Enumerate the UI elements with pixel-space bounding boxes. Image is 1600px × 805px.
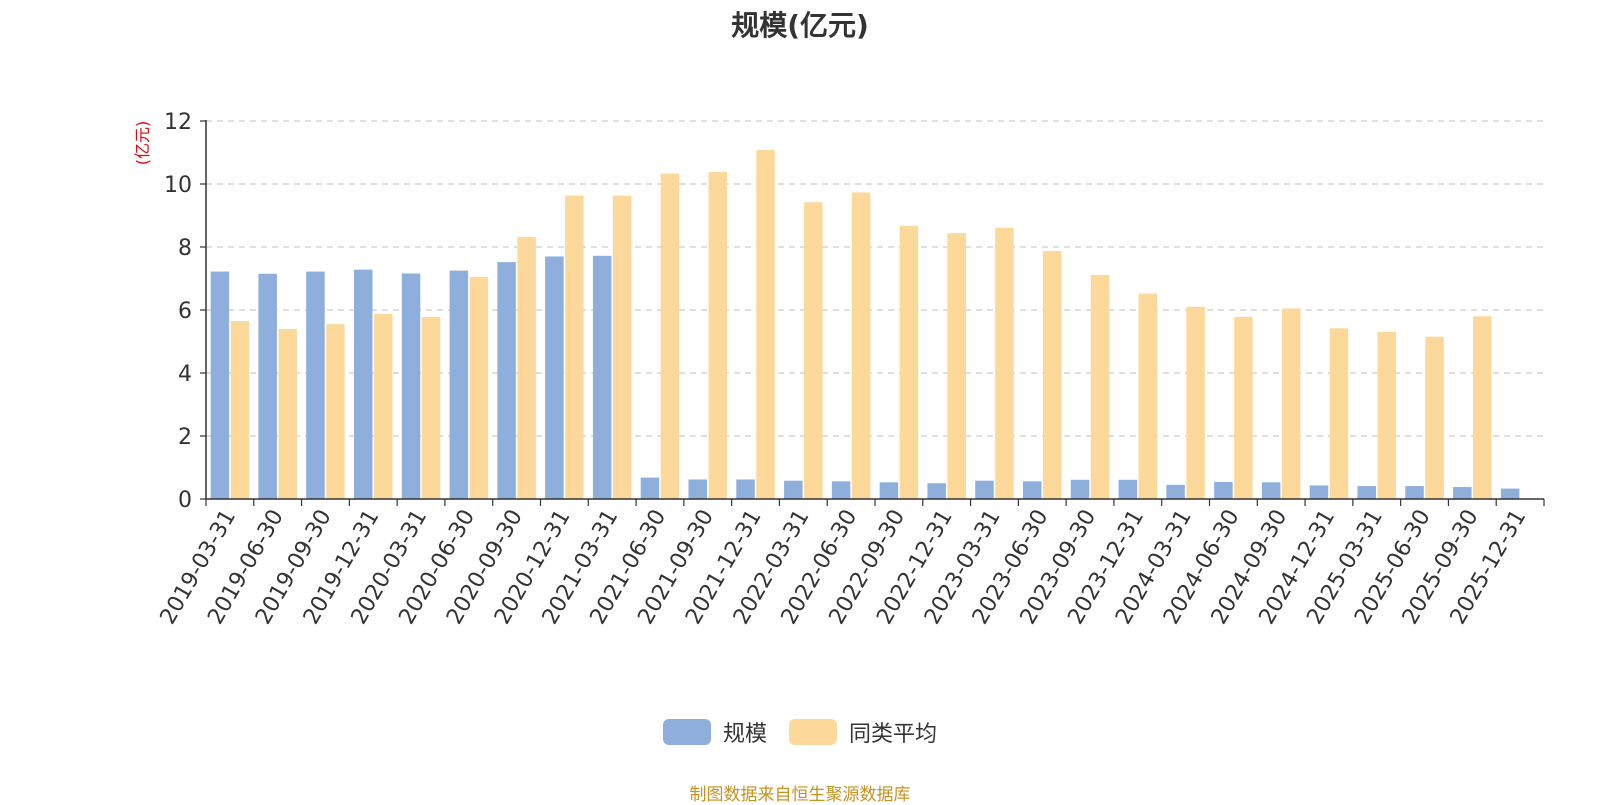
bar-peer-average[interactable] xyxy=(899,225,919,499)
legend-label-scale: 规模 xyxy=(722,722,767,747)
bar-peer-average[interactable] xyxy=(660,173,680,500)
bar-scale[interactable] xyxy=(449,270,469,499)
bar-scale[interactable] xyxy=(975,480,994,499)
bar-peer-average[interactable] xyxy=(1377,332,1397,499)
y-tick-label: 8 xyxy=(178,236,192,261)
bar-scale[interactable] xyxy=(401,273,421,499)
bar-peer-average[interactable] xyxy=(1090,275,1110,499)
legend-item-scale[interactable]: 规模 xyxy=(662,716,767,748)
y-tick-label: 0 xyxy=(178,488,192,513)
bar-scale[interactable] xyxy=(927,483,946,499)
bar-scale[interactable] xyxy=(1453,487,1472,499)
bar-scale[interactable] xyxy=(497,262,516,499)
bar-peer-average[interactable] xyxy=(1138,293,1158,499)
y-tick-label: 6 xyxy=(178,299,192,324)
bar-scale[interactable] xyxy=(1405,486,1424,499)
bar-peer-average[interactable] xyxy=(421,316,441,499)
bar-peer-average[interactable] xyxy=(1281,308,1301,499)
bar-peer-average[interactable] xyxy=(469,276,489,499)
bar-scale[interactable] xyxy=(1118,479,1138,499)
bar-scale[interactable] xyxy=(592,255,612,499)
legend-swatch-scale xyxy=(662,719,711,745)
bar-scale[interactable] xyxy=(1070,479,1090,499)
bar-scale[interactable] xyxy=(354,269,373,499)
y-axis-label: (亿元) xyxy=(133,121,152,166)
chart-title: 规模(亿元) xyxy=(731,9,869,42)
bar-scale[interactable] xyxy=(1309,485,1329,499)
bar-peer-average[interactable] xyxy=(804,202,823,499)
bar-scale[interactable] xyxy=(306,271,325,499)
bar-scale[interactable] xyxy=(258,273,277,499)
data-source-note: 制图数据来自恒生聚源数据库 xyxy=(689,785,911,805)
bar-scale[interactable] xyxy=(1214,481,1233,499)
bar-peer-average[interactable] xyxy=(708,172,728,499)
bar-peer-average[interactable] xyxy=(851,192,871,499)
bar-peer-average[interactable] xyxy=(1186,306,1205,499)
bar-peer-average[interactable] xyxy=(1425,336,1444,499)
bar-peer-average[interactable] xyxy=(565,195,584,499)
bar-scale[interactable] xyxy=(688,479,708,499)
y-tick-label: 2 xyxy=(178,425,192,450)
bar-peer-average[interactable] xyxy=(278,328,297,499)
bar-peer-average[interactable] xyxy=(612,195,632,499)
bar-scale[interactable] xyxy=(1261,482,1281,499)
bar-scale[interactable] xyxy=(831,481,851,499)
bar-peer-average[interactable] xyxy=(1473,316,1492,499)
bar-peer-average[interactable] xyxy=(756,149,775,500)
bar-peer-average[interactable] xyxy=(1329,328,1349,499)
legend-item-peer-average[interactable]: 同类平均 xyxy=(789,716,937,748)
bar-peer-average[interactable] xyxy=(517,236,536,500)
bar-peer-average[interactable] xyxy=(326,324,345,499)
bar-scale[interactable] xyxy=(1166,484,1185,499)
bars xyxy=(210,149,1520,500)
bar-scale[interactable] xyxy=(879,482,899,499)
bar-peer-average[interactable] xyxy=(995,227,1014,499)
bar-peer-average[interactable] xyxy=(1043,251,1062,499)
bar-scale[interactable] xyxy=(784,480,803,499)
bar-scale[interactable] xyxy=(1357,486,1377,499)
legend: 规模 同类平均 xyxy=(0,716,1600,748)
y-tick-label: 4 xyxy=(178,362,192,387)
bar-scale[interactable] xyxy=(736,479,755,499)
y-tick-label: 12 xyxy=(164,110,192,135)
bar-scale[interactable] xyxy=(210,271,230,499)
bar-peer-average[interactable] xyxy=(947,233,966,499)
bar-peer-average[interactable] xyxy=(1234,316,1253,499)
bar-peer-average[interactable] xyxy=(230,321,250,499)
bar-scale[interactable] xyxy=(1500,488,1520,499)
bar-peer-average[interactable] xyxy=(374,313,393,499)
bar-scale[interactable] xyxy=(545,256,564,499)
bar-scale[interactable] xyxy=(640,477,660,499)
y-tick-label: 10 xyxy=(164,173,192,198)
bar-scale[interactable] xyxy=(1023,481,1042,499)
legend-label-peer-average: 同类平均 xyxy=(849,722,938,747)
legend-swatch-peer-average xyxy=(789,719,837,745)
